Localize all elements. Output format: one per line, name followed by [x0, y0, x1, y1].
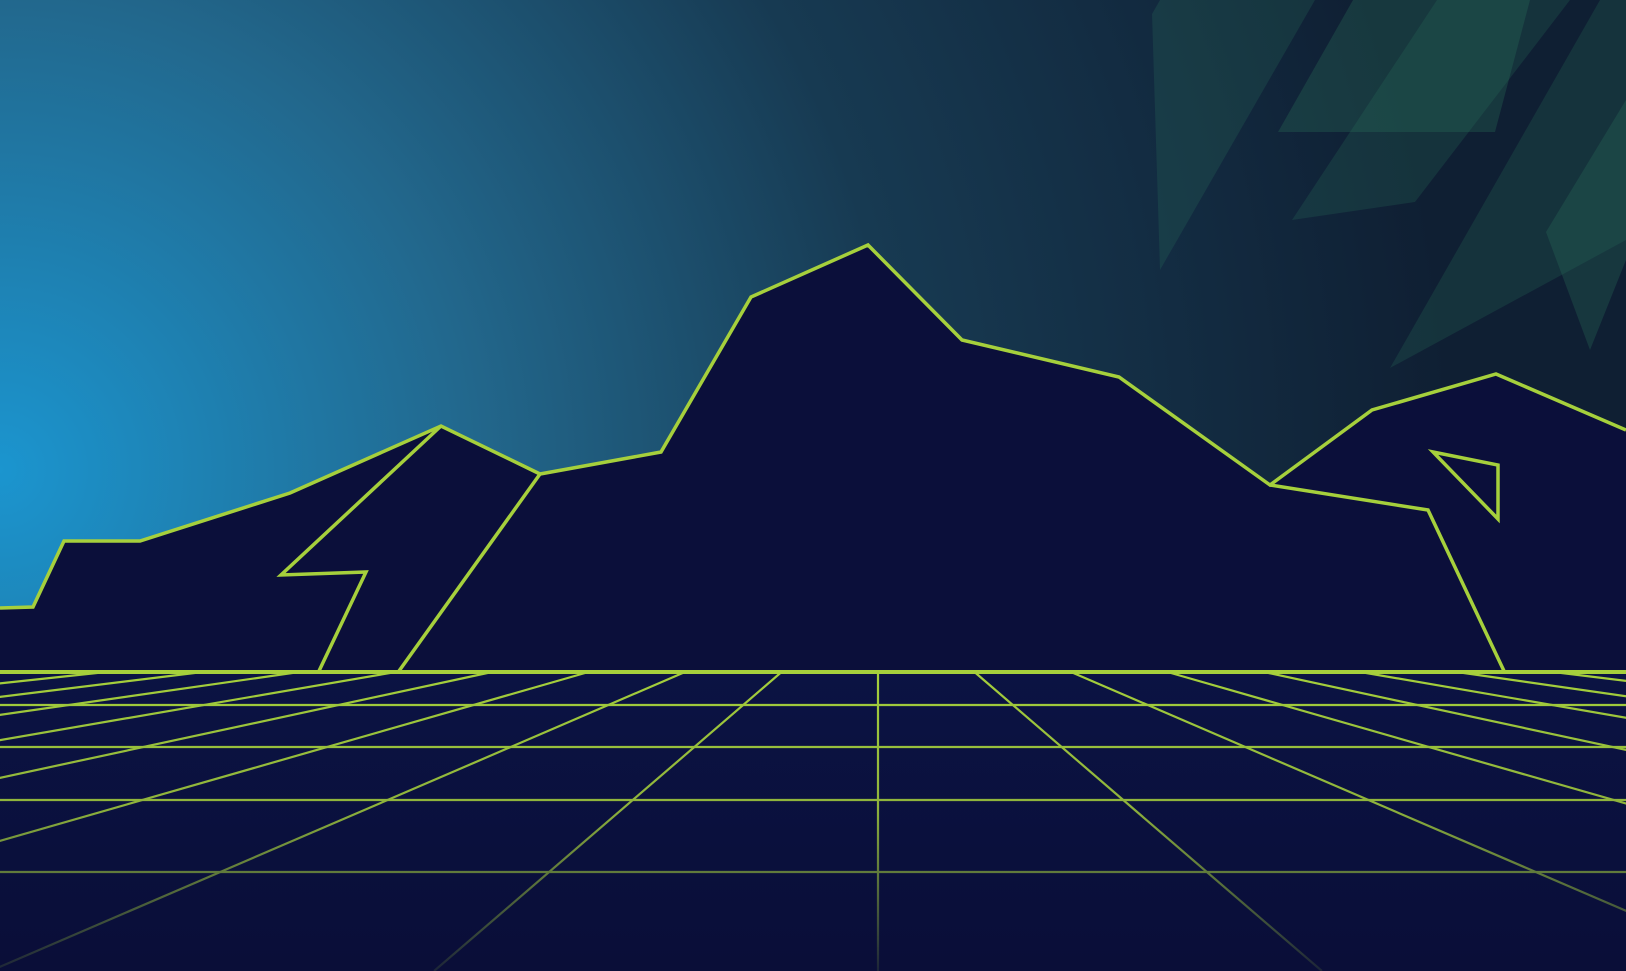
grid-ray-line [1070, 670, 1626, 913]
grid-ray-line [433, 671, 783, 971]
grid-ray-line [1167, 670, 1626, 805]
grid-vertical-lines [0, 670, 1626, 971]
grid-ray-line [0, 670, 493, 779]
mountain-ridge-line [0, 242, 1626, 610]
mountain-silhouette [0, 245, 1626, 674]
shard-center [1292, 0, 1570, 220]
shard-right-tall [1390, 0, 1626, 368]
mountain-ridge-diagonal [397, 472, 542, 673]
grid-ray-line [0, 670, 589, 842]
perspective-grid [0, 670, 1626, 971]
grid-horizontal-lines [0, 703, 1626, 874]
mountain-triangle-accent [1427, 449, 1500, 524]
background-shards [1152, 0, 1626, 368]
grid-ray-line [973, 671, 1323, 971]
grid-ray-line [0, 670, 396, 742]
grid-ray-line [0, 670, 686, 968]
mountain-right-ridge [1269, 483, 1506, 672]
shard-left [1152, 0, 1315, 270]
ground-plane [0, 672, 1626, 971]
mountain-zigzag-line [276, 424, 443, 672]
shard-top [1278, 0, 1530, 132]
mountain-range [0, 242, 1626, 674]
shard-right-small [1546, 100, 1626, 350]
grid-ray-line [1263, 670, 1626, 752]
